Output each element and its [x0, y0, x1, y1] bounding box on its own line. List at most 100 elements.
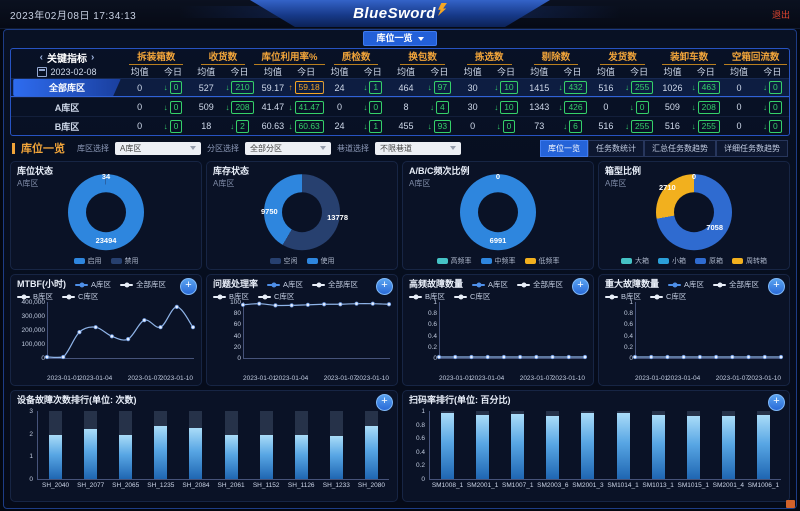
legend-item[interactable]: 启用 — [73, 256, 102, 266]
view-tab-3[interactable]: 详细任务数趋势 — [716, 139, 788, 157]
chart-header: MTBF(小时) A库区 全部库区 B库区 C库区 — [17, 279, 195, 302]
legend-item[interactable]: A库区 — [668, 279, 704, 290]
kpi-avg-value: 516 — [589, 116, 623, 135]
bar-category-label: SH_1233 — [322, 482, 350, 489]
legend-item[interactable]: 大箱 — [621, 256, 649, 266]
y-tick-label: 1 — [29, 453, 33, 461]
filter-select-value: A库区 — [120, 143, 142, 153]
donut-legend: 大箱 小箱 原箱 周转箱 — [599, 256, 789, 266]
legend-item[interactable]: 周转箱 — [732, 256, 767, 266]
y-tick-label: 0.2 — [623, 343, 633, 351]
filter-select-0[interactable]: A库区 — [115, 141, 201, 155]
bar[interactable] — [476, 415, 490, 479]
legend-item[interactable]: B库区 — [605, 291, 641, 302]
bar[interactable] — [294, 434, 308, 479]
legend-dot-icon — [316, 282, 322, 287]
next-arrow-icon[interactable]: › — [91, 51, 95, 63]
bar-slot — [641, 411, 676, 479]
legend-label: C库区 — [274, 292, 295, 301]
chart-subtitle: A库区 — [213, 179, 235, 188]
expand-button[interactable]: + — [572, 278, 589, 295]
legend-item[interactable]: C库区 — [650, 291, 686, 302]
bar[interactable] — [756, 415, 770, 479]
filter-select-2[interactable]: 不限巷道 — [375, 141, 461, 155]
bar[interactable] — [581, 413, 595, 479]
row-label[interactable]: A库区 — [11, 97, 123, 116]
legend-item[interactable]: 使用 — [306, 256, 335, 266]
legend-item[interactable]: B库区 — [213, 291, 249, 302]
plot-axes — [439, 302, 586, 359]
legend-item[interactable]: B库区 — [409, 291, 445, 302]
legend-item[interactable]: 原箱 — [695, 256, 723, 266]
legend-item[interactable]: 空闲 — [269, 256, 298, 266]
bar[interactable] — [154, 425, 168, 479]
legend-item[interactable]: 禁用 — [110, 256, 139, 266]
trend-down-icon: ↓ — [427, 121, 432, 131]
filter-fields: 库区选择 A库区 分区选择 全部分区 巷道选择 不限巷道 — [77, 141, 461, 155]
legend-item[interactable]: C库区 — [454, 291, 490, 302]
bar[interactable] — [616, 413, 630, 479]
bar[interactable] — [224, 434, 238, 479]
bar[interactable] — [189, 428, 203, 479]
legend-item[interactable]: B库区 — [17, 291, 53, 302]
bar[interactable] — [651, 415, 665, 479]
legend-item[interactable]: 中频率 — [480, 256, 516, 266]
filter-select-1[interactable]: 全部分区 — [245, 141, 331, 155]
y-tick-label: 0.8 — [623, 310, 633, 318]
view-tab-1[interactable]: 任务数统计 — [588, 139, 644, 157]
expand-button[interactable]: + — [376, 278, 393, 295]
legend-item[interactable]: A库区 — [267, 279, 303, 290]
row-label[interactable]: B库区 — [11, 116, 123, 135]
bar[interactable] — [364, 425, 378, 479]
expand-button[interactable]: + — [180, 278, 197, 295]
y-tick-label: 1 — [433, 299, 437, 306]
bar-category-label: SM1008_1 — [431, 482, 464, 489]
expand-button[interactable]: + — [376, 394, 393, 411]
view-tab-0[interactable]: 库位一览 — [540, 139, 588, 157]
legend-item[interactable]: 全部库区 — [312, 279, 358, 290]
kpi-today-value: ↓ 0 — [356, 97, 390, 116]
legend-item[interactable]: 全部库区 — [713, 279, 759, 290]
prev-arrow-icon[interactable]: ‹ — [39, 51, 43, 63]
date-picker[interactable]: 2023-02-08 — [11, 65, 123, 78]
row-label[interactable]: 全部库区 — [11, 78, 123, 97]
bar[interactable] — [441, 413, 455, 479]
legend-item[interactable]: 高频率 — [436, 256, 472, 266]
kpi-today-box: 41.47 — [294, 100, 324, 114]
view-selector-button[interactable]: 库位一览 — [363, 31, 437, 46]
donut-panel-1: 库存状态 A库区 9750 13778 空闲 使用 — [206, 161, 398, 270]
expand-button[interactable]: + — [768, 394, 785, 411]
chevron-down-icon — [450, 146, 456, 150]
x-tick-label: 2023-01-07 — [323, 375, 357, 382]
bar[interactable] — [511, 414, 525, 479]
legend-item[interactable]: A库区 — [472, 279, 508, 290]
legend-item[interactable]: 小箱 — [658, 256, 686, 266]
expand-button[interactable]: + — [768, 278, 785, 295]
bar[interactable] — [686, 416, 700, 479]
y-tick-label: 0.2 — [415, 462, 425, 470]
view-tab-group: 库位一览 任务数统计 汇总任务数趋势 详细任务数趋势 — [540, 139, 788, 157]
legend-item[interactable]: A库区 — [75, 279, 111, 290]
legend-item[interactable]: C库区 — [62, 291, 98, 302]
bar[interactable] — [721, 415, 735, 479]
donut-chart: 9750 13778 — [261, 173, 348, 250]
legend-dot-icon — [124, 282, 130, 287]
legend-item[interactable]: C库区 — [258, 291, 294, 302]
bar[interactable] — [329, 435, 343, 479]
legend-label: 中频率 — [494, 258, 516, 265]
bar-plot: 1 0.8 0.6 0.4 0.2 0 SM1008_1 SM2001_1 SM1007_1 SM… — [407, 408, 781, 489]
logout-link[interactable]: 退出 — [771, 9, 790, 20]
legend-item[interactable]: 全部库区 — [517, 279, 563, 290]
bar[interactable] — [49, 434, 63, 479]
bar[interactable] — [546, 416, 560, 479]
bar[interactable] — [119, 434, 133, 479]
legend-item[interactable]: 全部库区 — [120, 279, 166, 290]
line-plot: 100 80 60 40 20 0 2023-01-01 2023-01-04 2023-01-… — [211, 299, 392, 382]
bar[interactable] — [259, 434, 273, 479]
bar-category-label: SM2001_4 — [712, 482, 745, 489]
kpi-today-value: ↓ 255 — [622, 78, 656, 97]
bar[interactable] — [84, 429, 98, 479]
kpi-avg-value: 1343 — [522, 97, 556, 116]
view-tab-2[interactable]: 汇总任务数趋势 — [644, 139, 716, 157]
legend-item[interactable]: 低频率 — [524, 256, 560, 266]
